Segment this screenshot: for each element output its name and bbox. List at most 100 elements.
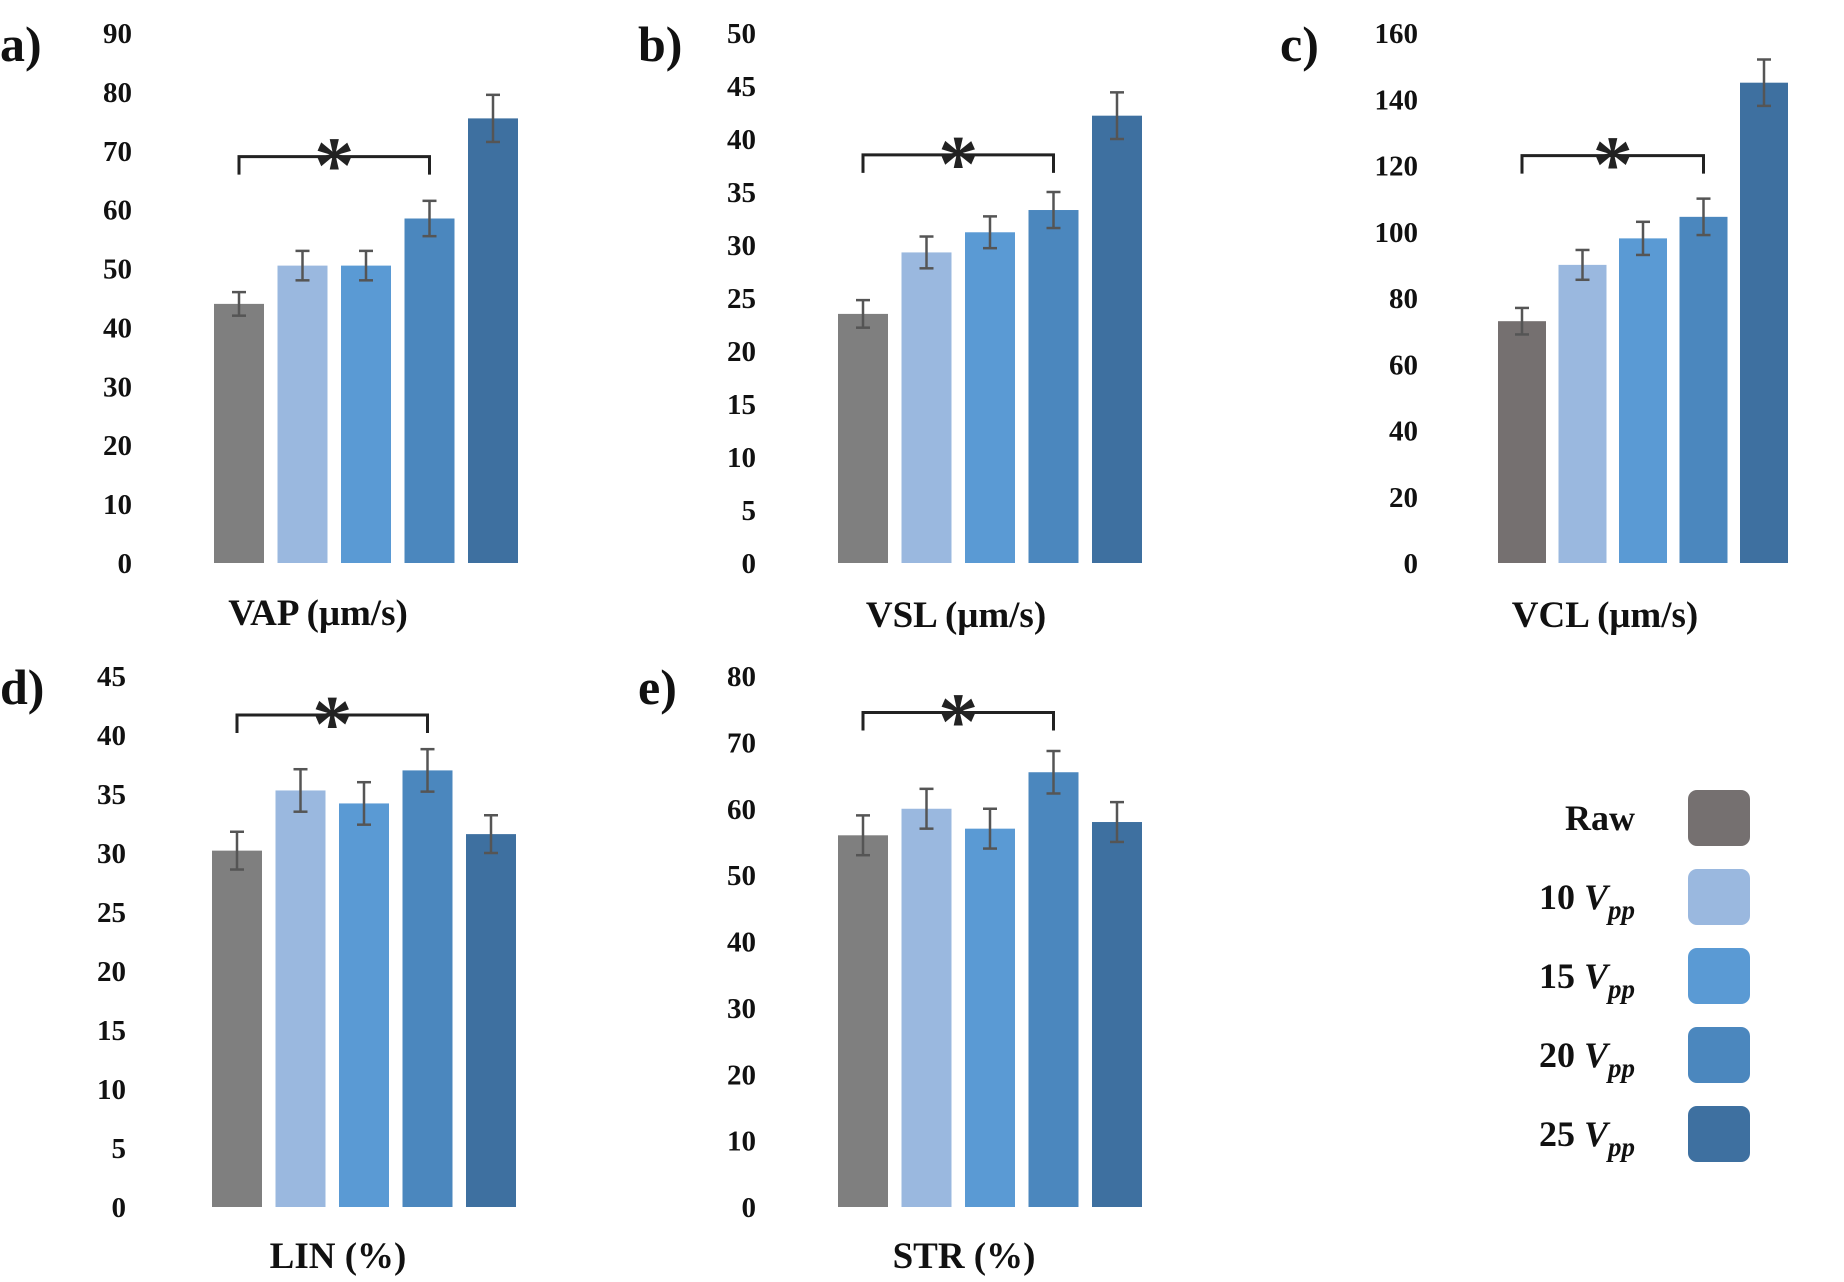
- bar-25-v-pp: [1092, 115, 1142, 564]
- significance-bracket: [861, 153, 1055, 173]
- y-tick-label: 20: [727, 336, 756, 368]
- legend-item: 25 Vpp: [1539, 1106, 1750, 1162]
- legend-swatch: [1688, 790, 1750, 846]
- legend-swatch: [1688, 869, 1750, 925]
- error-bar: [1757, 58, 1771, 108]
- y-tick-label: 0: [118, 548, 133, 580]
- error-bar: [1696, 197, 1711, 237]
- error-bar: [357, 780, 371, 826]
- y-tick-label: 25: [727, 283, 756, 315]
- x-axis-label: VAP (μm/s): [228, 593, 408, 634]
- y-tick-label: 100: [1375, 217, 1419, 249]
- y-tick-label: 70: [727, 727, 756, 759]
- y-tick-label: 70: [103, 136, 132, 168]
- legend-label: 25 Vpp: [1539, 1114, 1635, 1162]
- significance-star: *: [1593, 122, 1633, 210]
- y-tick-label: 120: [1375, 151, 1419, 183]
- x-axis-label: LIN (%): [270, 1236, 407, 1277]
- error-bar: [856, 814, 870, 857]
- error-bar: [983, 807, 997, 850]
- significance-bracket: [237, 155, 431, 175]
- significance-star: *: [312, 681, 352, 769]
- legend-label: 15 Vpp: [1539, 956, 1635, 1004]
- bar-20-v-pp: [404, 218, 455, 563]
- bar-20-v-pp: [1028, 210, 1079, 563]
- y-tick-label: 50: [103, 254, 132, 286]
- y-tick-label: 10: [97, 1074, 126, 1106]
- y-tick-label: 5: [112, 1133, 127, 1165]
- legend-item: 20 Vpp: [1539, 1027, 1750, 1083]
- error-bar: [919, 235, 934, 270]
- y-tick-label: 35: [97, 779, 126, 811]
- y-tick-label: 5: [742, 495, 757, 527]
- significance-bracket: [861, 711, 1055, 731]
- y-tick-label: 20: [103, 430, 132, 462]
- bar-10-v-pp: [275, 790, 326, 1207]
- y-tick-label: 45: [727, 71, 756, 103]
- error-bar: [484, 813, 498, 855]
- bar-25-v-pp: [1092, 822, 1142, 1207]
- panel-label: d): [0, 659, 44, 715]
- legend-item: Raw: [1565, 790, 1750, 846]
- y-tick-label: 80: [727, 661, 756, 693]
- bar-10-v-pp: [901, 808, 952, 1207]
- y-tick-label: 10: [727, 1126, 756, 1158]
- x-axis-label: STR (%): [893, 1236, 1036, 1277]
- bar-raw: [838, 313, 888, 563]
- bar-25-v-pp: [1740, 82, 1788, 563]
- bar-raw: [214, 303, 264, 563]
- panel-label: c): [1280, 16, 1319, 72]
- bar-15-v-pp: [965, 828, 1015, 1207]
- panel-label: b): [638, 16, 682, 72]
- bar-15-v-pp: [1619, 238, 1667, 563]
- error-bar: [486, 93, 500, 144]
- y-tick-label: 90: [103, 18, 132, 50]
- y-tick-label: 15: [727, 389, 756, 421]
- bar-25-v-pp: [468, 118, 518, 563]
- bar-raw: [1498, 321, 1546, 563]
- error-bar: [1575, 248, 1590, 282]
- error-bar: [420, 747, 435, 793]
- bar-20-v-pp: [1028, 772, 1079, 1207]
- panel-b: b) 0 5 10 15 20 25 30 35 40 45 50 * VSL (μm/s): [638, 16, 1142, 636]
- legend-label: 10 Vpp: [1539, 877, 1635, 925]
- error-bar: [1110, 91, 1124, 141]
- y-tick-label: 35: [727, 177, 756, 209]
- y-tick-label: 0: [742, 548, 757, 580]
- error-bar: [230, 830, 244, 871]
- y-tick-label: 40: [727, 927, 756, 959]
- y-tick-label: 40: [727, 124, 756, 156]
- y-tick-label: 20: [727, 1059, 756, 1091]
- error-bar: [1515, 306, 1529, 336]
- significance-bracket: [1520, 154, 1705, 174]
- bar-10-v-pp: [1558, 264, 1607, 563]
- bar-20-v-pp: [402, 770, 453, 1207]
- error-bar: [1636, 220, 1650, 257]
- legend-swatch: [1688, 1106, 1750, 1162]
- legend-item: 15 Vpp: [1539, 948, 1750, 1004]
- y-tick-label: 20: [1389, 482, 1418, 514]
- y-tick-label: 0: [112, 1192, 127, 1224]
- panel-label: a): [0, 16, 42, 72]
- error-bar: [232, 290, 246, 317]
- y-tick-label: 40: [1389, 416, 1418, 448]
- y-tick-label: 80: [103, 77, 132, 109]
- bar-15-v-pp: [965, 232, 1015, 563]
- y-tick-label: 15: [97, 1015, 126, 1047]
- y-tick-label: 30: [97, 838, 126, 870]
- y-tick-label: 50: [727, 860, 756, 892]
- y-tick-label: 0: [1404, 548, 1419, 580]
- bar-10-v-pp: [277, 265, 328, 563]
- legend-item: 10 Vpp: [1539, 869, 1750, 925]
- y-tick-label: 0: [742, 1192, 757, 1224]
- panel-e: e) 0 10 20 30 40 50 60 70 80 * STR (%): [638, 659, 1142, 1277]
- significance-star: *: [314, 123, 354, 211]
- error-bar: [359, 249, 373, 282]
- panel-label: e): [638, 659, 677, 715]
- significance-bracket: [235, 713, 429, 733]
- y-tick-label: 40: [103, 312, 132, 344]
- significance-star: *: [938, 679, 978, 767]
- y-tick-label: 50: [727, 18, 756, 50]
- bar-raw: [212, 850, 262, 1207]
